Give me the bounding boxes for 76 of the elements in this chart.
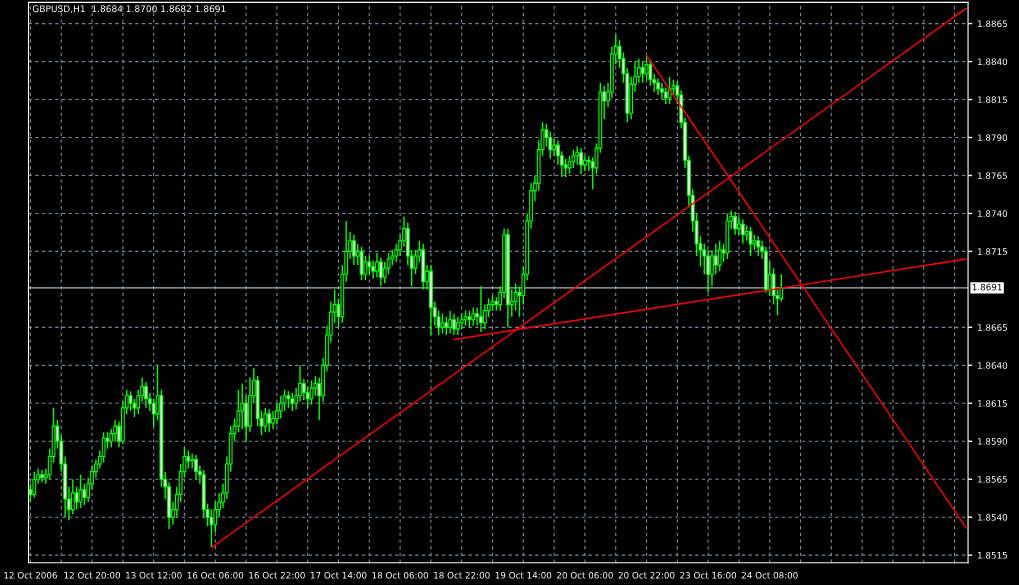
- candlestick: [309, 379, 314, 406]
- x-tick-label: 16 Oct 22:00: [249, 571, 305, 579]
- candlestick: [717, 240, 722, 272]
- candlestick: [101, 431, 106, 464]
- candlestick: [282, 388, 287, 412]
- y-tick-label: 1.8540: [978, 514, 1008, 521]
- candlestick: [455, 316, 460, 336]
- candlestick: [144, 381, 148, 409]
- y-tick-label: 1.8865: [978, 20, 1007, 28]
- y-tick-label: 1.8590: [978, 438, 1008, 445]
- candlestick: [367, 255, 372, 275]
- candlestick: [436, 309, 441, 336]
- x-tick-label: 12 Oct 20:00: [64, 571, 120, 579]
- candlestick: [583, 155, 587, 172]
- candlestick: [640, 60, 645, 84]
- candlestick: [733, 211, 737, 236]
- candlestick: [371, 259, 376, 280]
- y-tick-label: 1.8565: [978, 476, 1007, 483]
- candlestick: [579, 147, 583, 175]
- candlestick: [186, 449, 191, 470]
- x-tick-label: 20 Oct 22:00: [618, 571, 675, 579]
- y-tick-label: 1.8640: [978, 362, 1008, 369]
- candlestick: [440, 312, 445, 335]
- candlestick: [713, 243, 718, 275]
- candlestick: [544, 123, 549, 148]
- candlestick: [448, 309, 453, 335]
- candlestick: [552, 136, 557, 157]
- chart-title: GBPUSD,H1 1.8684 1.8700 1.8682 1.8691: [32, 5, 226, 14]
- x-tick-label: 19 Oct 14:00: [495, 571, 552, 579]
- candlestick: [444, 316, 449, 336]
- y-tick-label: 1.8790: [978, 134, 1008, 141]
- candlestick: [575, 145, 580, 166]
- y-tick-label: 1.8840: [978, 58, 1008, 66]
- candlestick: [748, 226, 753, 257]
- candlestick: [194, 454, 198, 480]
- x-tick-label: 13 Oct 12:00: [126, 571, 182, 579]
- candlestick: [74, 486, 79, 511]
- candlestick: [209, 508, 214, 549]
- candlestick: [351, 234, 356, 266]
- candlestick: [240, 382, 245, 430]
- candlestick: [290, 391, 295, 412]
- candlestick: [32, 470, 37, 499]
- candlestick: [452, 312, 456, 336]
- candlestick: [737, 215, 741, 236]
- y-tick-label: 1.8515: [978, 552, 1007, 559]
- x-tick-label: 17 Oct 14:00: [310, 571, 367, 579]
- candlestick: [78, 473, 83, 509]
- x-tick-label: 20 Oct 06:00: [557, 571, 613, 579]
- candlestick: [740, 218, 745, 245]
- y-tick-label: 1.8665: [978, 324, 1007, 331]
- candlestick: [471, 306, 476, 327]
- candlestick: [82, 483, 87, 506]
- candlestick: [40, 469, 44, 483]
- x-tick-label: 18 Oct 06:00: [372, 571, 429, 579]
- x-tick-label: 24 Oct 08:00: [741, 571, 798, 579]
- candlestick: [359, 246, 364, 281]
- y-tick-label: 1.8615: [978, 400, 1007, 407]
- x-tick-label: 18 Oct 22:00: [434, 571, 490, 579]
- y-tick-label: 1.8765: [978, 172, 1007, 179]
- y-tick-label: 1.8715: [978, 248, 1007, 255]
- candlestick: [756, 235, 761, 257]
- candlestick: [363, 255, 368, 281]
- ref-line-label: 1.8691: [972, 283, 1002, 291]
- y-tick-label: 1.8740: [978, 210, 1008, 217]
- candlestick: [479, 285, 483, 333]
- candlestick: [386, 252, 391, 275]
- x-tick-label: 16 Oct 06:00: [187, 571, 244, 579]
- candlestick: [267, 408, 272, 433]
- candlestick: [263, 407, 268, 433]
- y-tick-label: 1.8815: [978, 96, 1007, 103]
- x-tick-label: 12 Oct 2006: [4, 571, 57, 579]
- candlestick: [375, 252, 379, 278]
- x-tick-label: 23 Oct 16:00: [680, 571, 737, 579]
- candlestick: [378, 256, 383, 288]
- candlestick: [660, 82, 664, 101]
- candlestick: [190, 452, 195, 470]
